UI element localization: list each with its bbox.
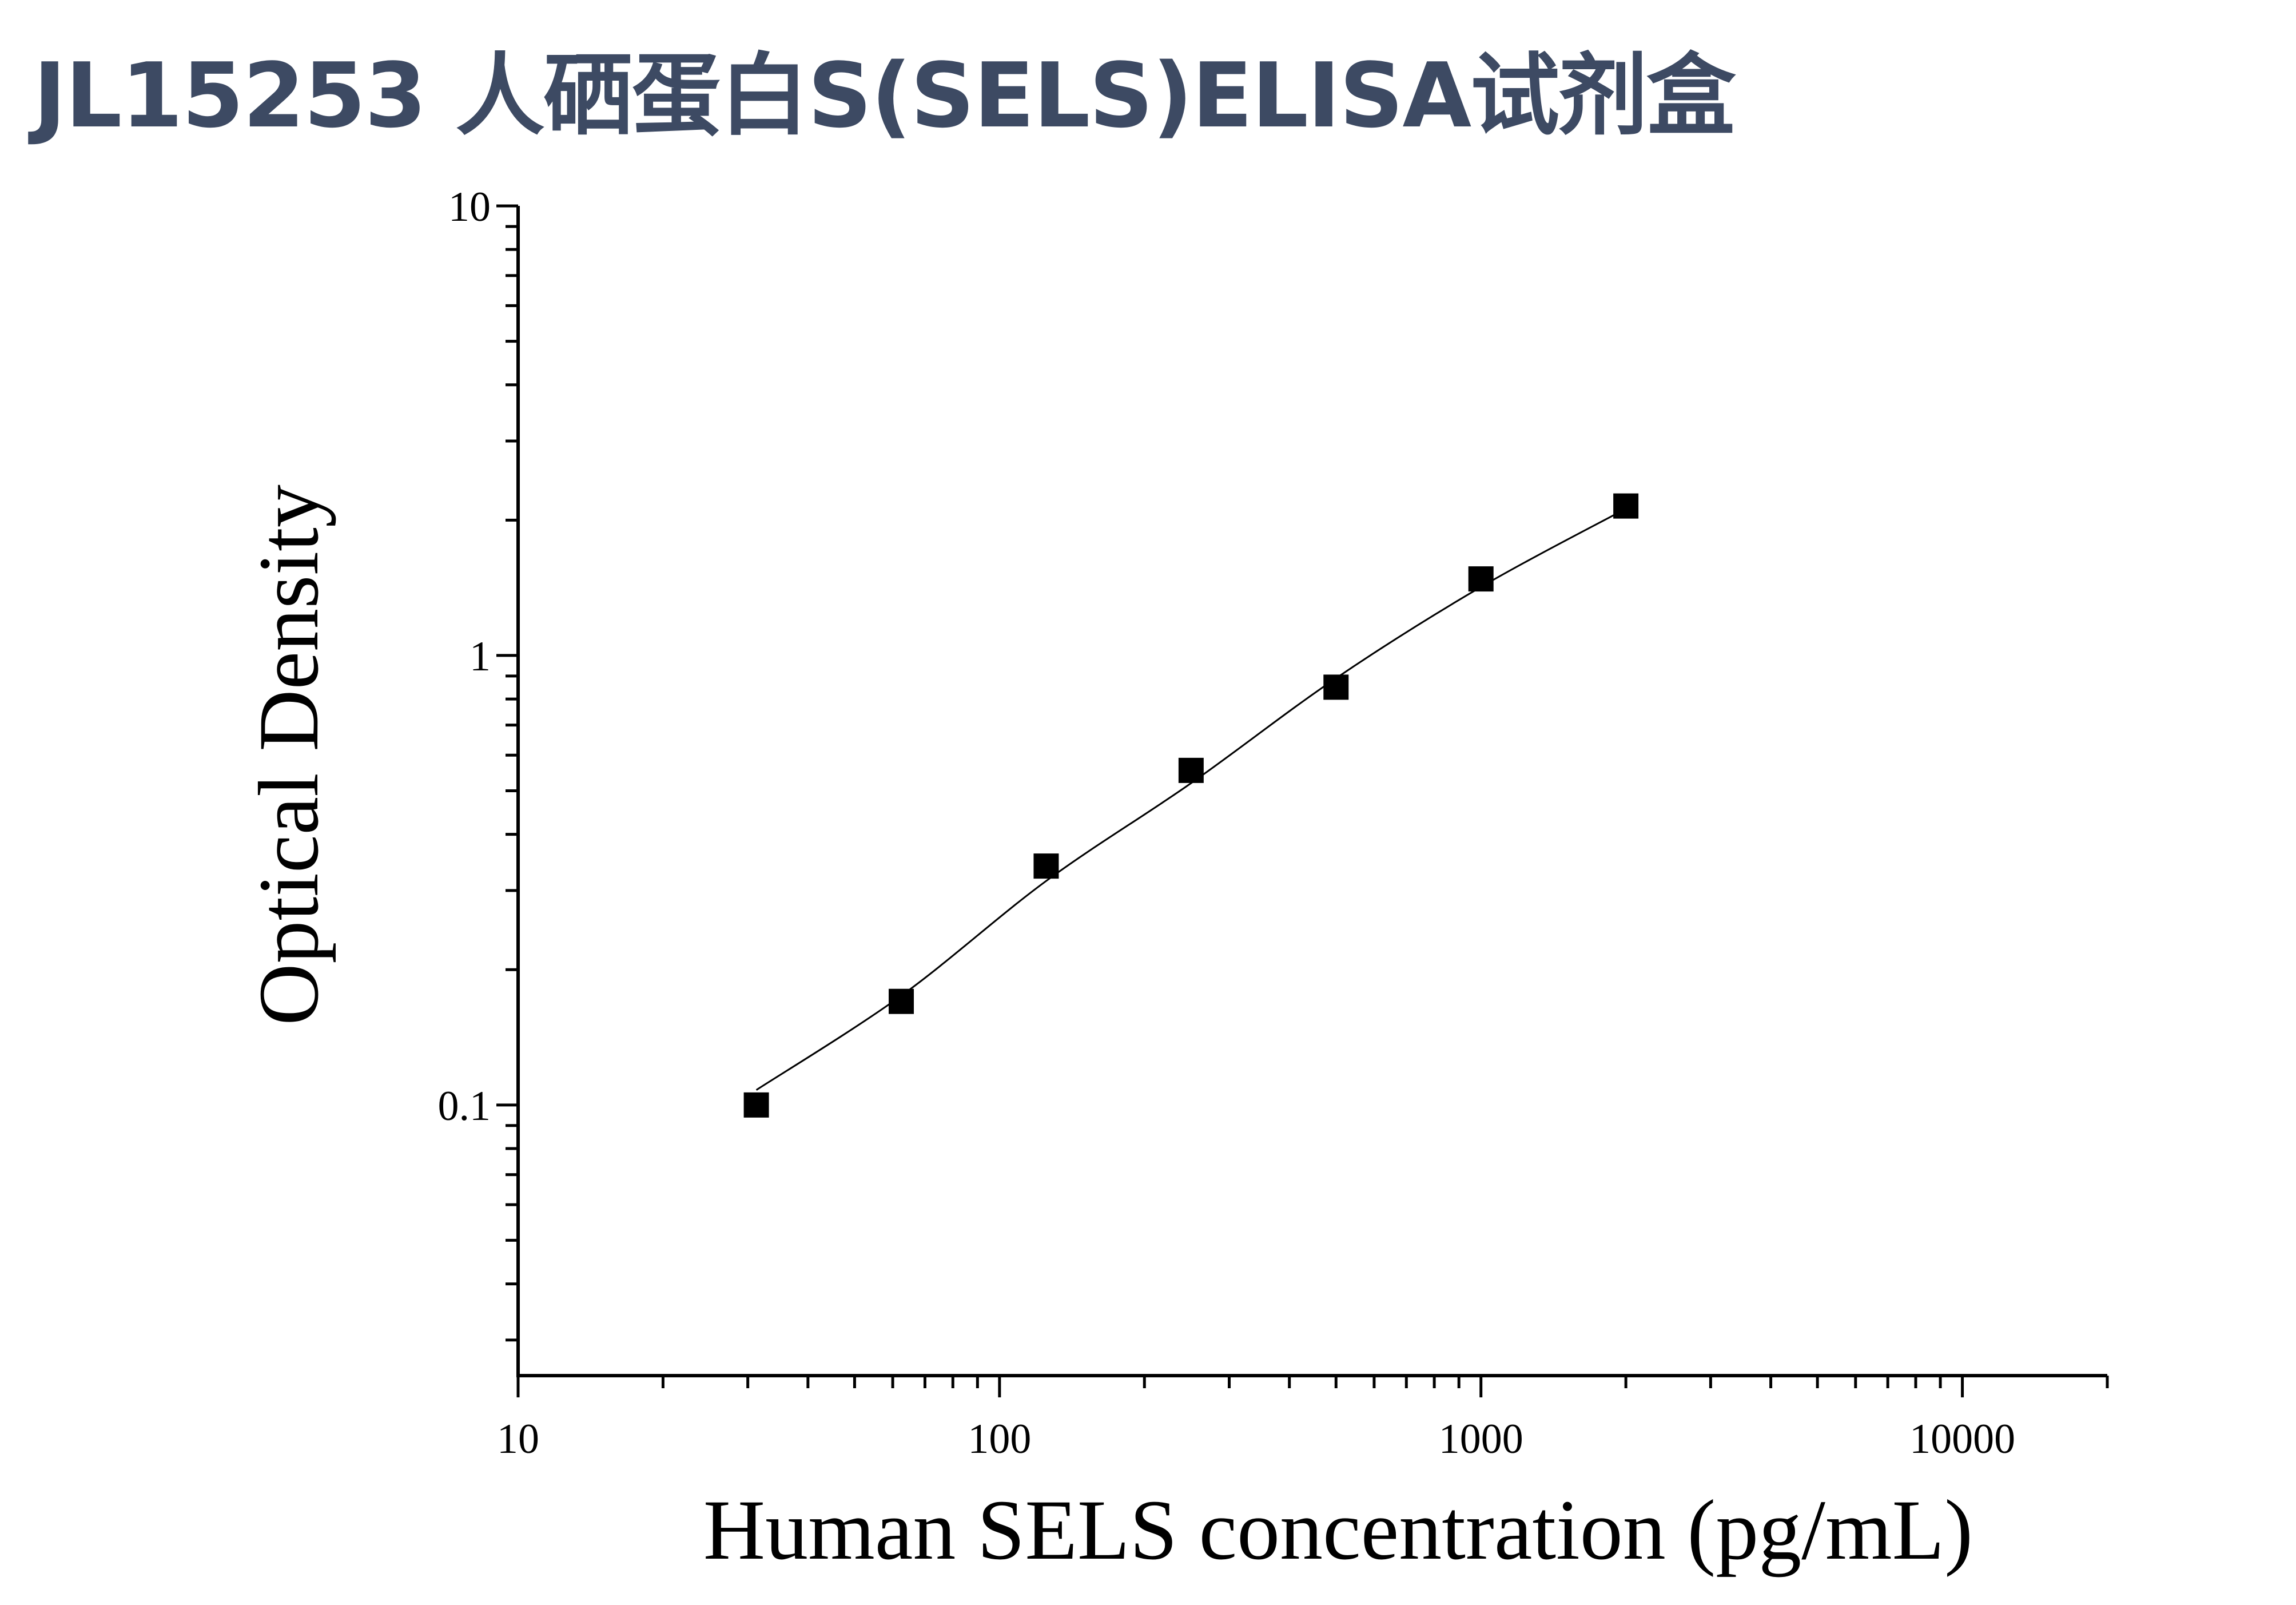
x-axis-title: Human SELS concentration (pg/mL) [703, 1483, 1973, 1578]
x-tick-label: 100 [968, 1416, 1031, 1463]
chart-axes [516, 206, 2107, 1377]
data-point [743, 1092, 769, 1118]
data-point [889, 988, 914, 1014]
x-tick-label: 10000 [1909, 1416, 2015, 1463]
data-point [1178, 757, 1204, 783]
fit-curve [755, 508, 1626, 1091]
y-tick-label: 1 [469, 633, 491, 680]
y-axis-title: Optical Density [241, 484, 336, 1026]
data-point [1323, 674, 1349, 700]
data-points [743, 493, 1639, 1118]
y-tick-label: 10 [448, 184, 491, 231]
data-point [1033, 853, 1059, 879]
page-title: JL15253 人硒蛋白S(SELS)ELISA试剂盒 [33, 43, 1736, 148]
data-point [1468, 566, 1494, 592]
chart-ticks: 10 100 1000 10000 0.1 1 10 [438, 184, 2109, 1463]
x-tick-label: 1000 [1439, 1416, 1523, 1463]
data-point [1613, 493, 1639, 519]
fit-curve-group [755, 508, 1626, 1091]
y-tick-label: 0.1 [438, 1083, 491, 1130]
x-tick-label: 10 [497, 1416, 539, 1463]
